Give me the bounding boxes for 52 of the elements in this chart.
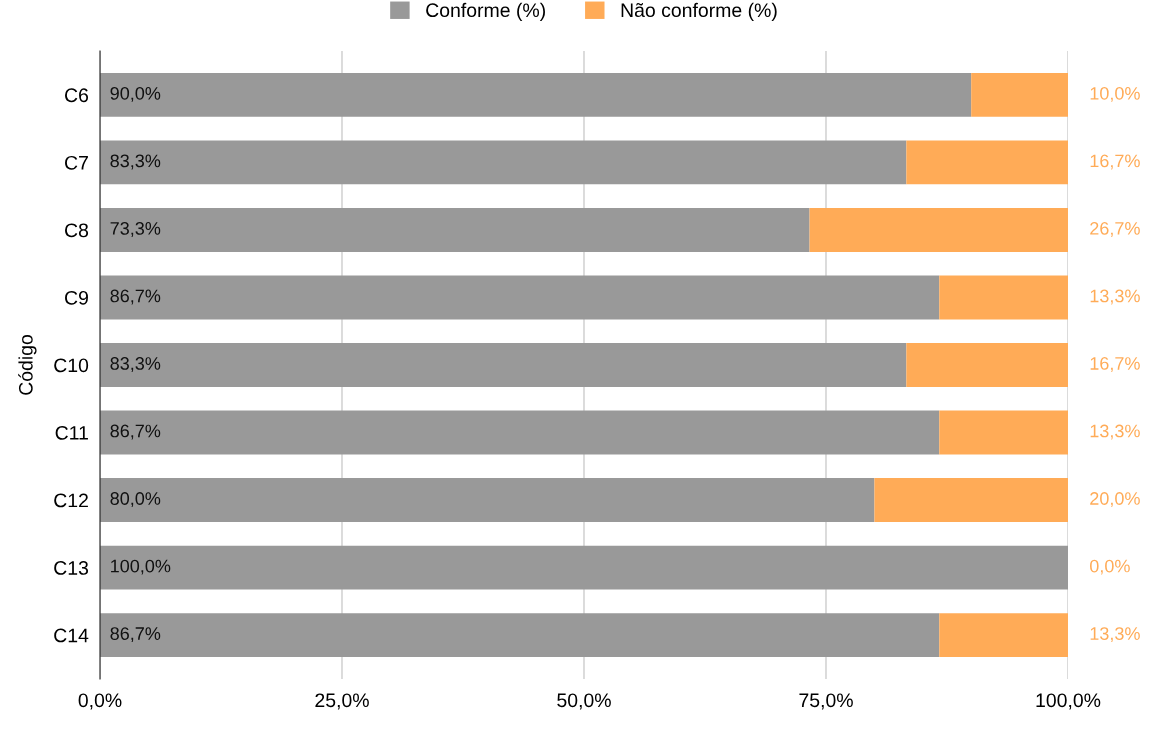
data-label: 16,7%	[1090, 357, 1140, 372]
data-label: 86,7%	[110, 424, 161, 440]
data-label: 26,7%	[1090, 222, 1140, 237]
y-tick-label: C14	[54, 628, 89, 643]
bar	[906, 140, 1068, 185]
data-label: 83,3%	[110, 154, 161, 170]
data-label: 83,3%	[110, 357, 161, 372]
data-label: 10,0%	[1090, 86, 1140, 102]
x-tick-label: 50,0%	[557, 693, 611, 710]
x-tick-label: 75,0%	[799, 693, 853, 710]
data-label: 73,3%	[110, 222, 161, 237]
x-tick-label: 100,0%	[1036, 693, 1101, 710]
bar	[100, 478, 875, 522]
data-label: 80,0%	[110, 492, 161, 508]
y-tick-label: C10	[54, 358, 89, 373]
y-tick-label: C7	[65, 155, 88, 170]
y-tick-label: C13	[54, 561, 89, 575]
bar	[100, 140, 907, 185]
data-label: 90,0%	[110, 86, 161, 102]
bar	[100, 208, 810, 252]
bar	[100, 72, 972, 117]
y-tick-label: C6	[65, 88, 89, 103]
data-label: 86,7%	[110, 289, 161, 305]
legend-label: Não conforme (%)	[621, 2, 777, 21]
bar	[906, 343, 1068, 387]
data-label: 20,0%	[1090, 492, 1140, 508]
y-tick-label: C11	[55, 425, 88, 440]
bar	[939, 613, 1068, 658]
x-tick-label: 25,0%	[315, 693, 369, 710]
legend-label: Conforme (%)	[426, 2, 545, 21]
y-tick-label: C9	[65, 290, 88, 305]
bar	[100, 275, 940, 320]
bar	[874, 478, 1068, 522]
data-label: 0,0%	[1090, 559, 1130, 575]
bar	[100, 343, 907, 387]
bar	[100, 613, 940, 658]
data-label: 16,7%	[1090, 154, 1140, 170]
bar	[809, 208, 1068, 252]
bar	[100, 545, 1068, 590]
data-label: 13,3%	[1090, 424, 1140, 440]
x-tick-label: 0,0%	[78, 693, 122, 710]
data-label: 86,7%	[110, 627, 161, 643]
bar	[100, 410, 940, 455]
y-tick-label: C12	[54, 493, 88, 508]
y-tick-label: C8	[65, 223, 89, 238]
data-label: 100,0%	[111, 559, 171, 575]
bar	[971, 72, 1068, 117]
y-axis-title: Código	[18, 335, 37, 395]
data-label: 13,3%	[1090, 289, 1140, 305]
bar	[939, 410, 1068, 455]
bar	[939, 275, 1068, 320]
data-label: 13,3%	[1090, 627, 1140, 643]
